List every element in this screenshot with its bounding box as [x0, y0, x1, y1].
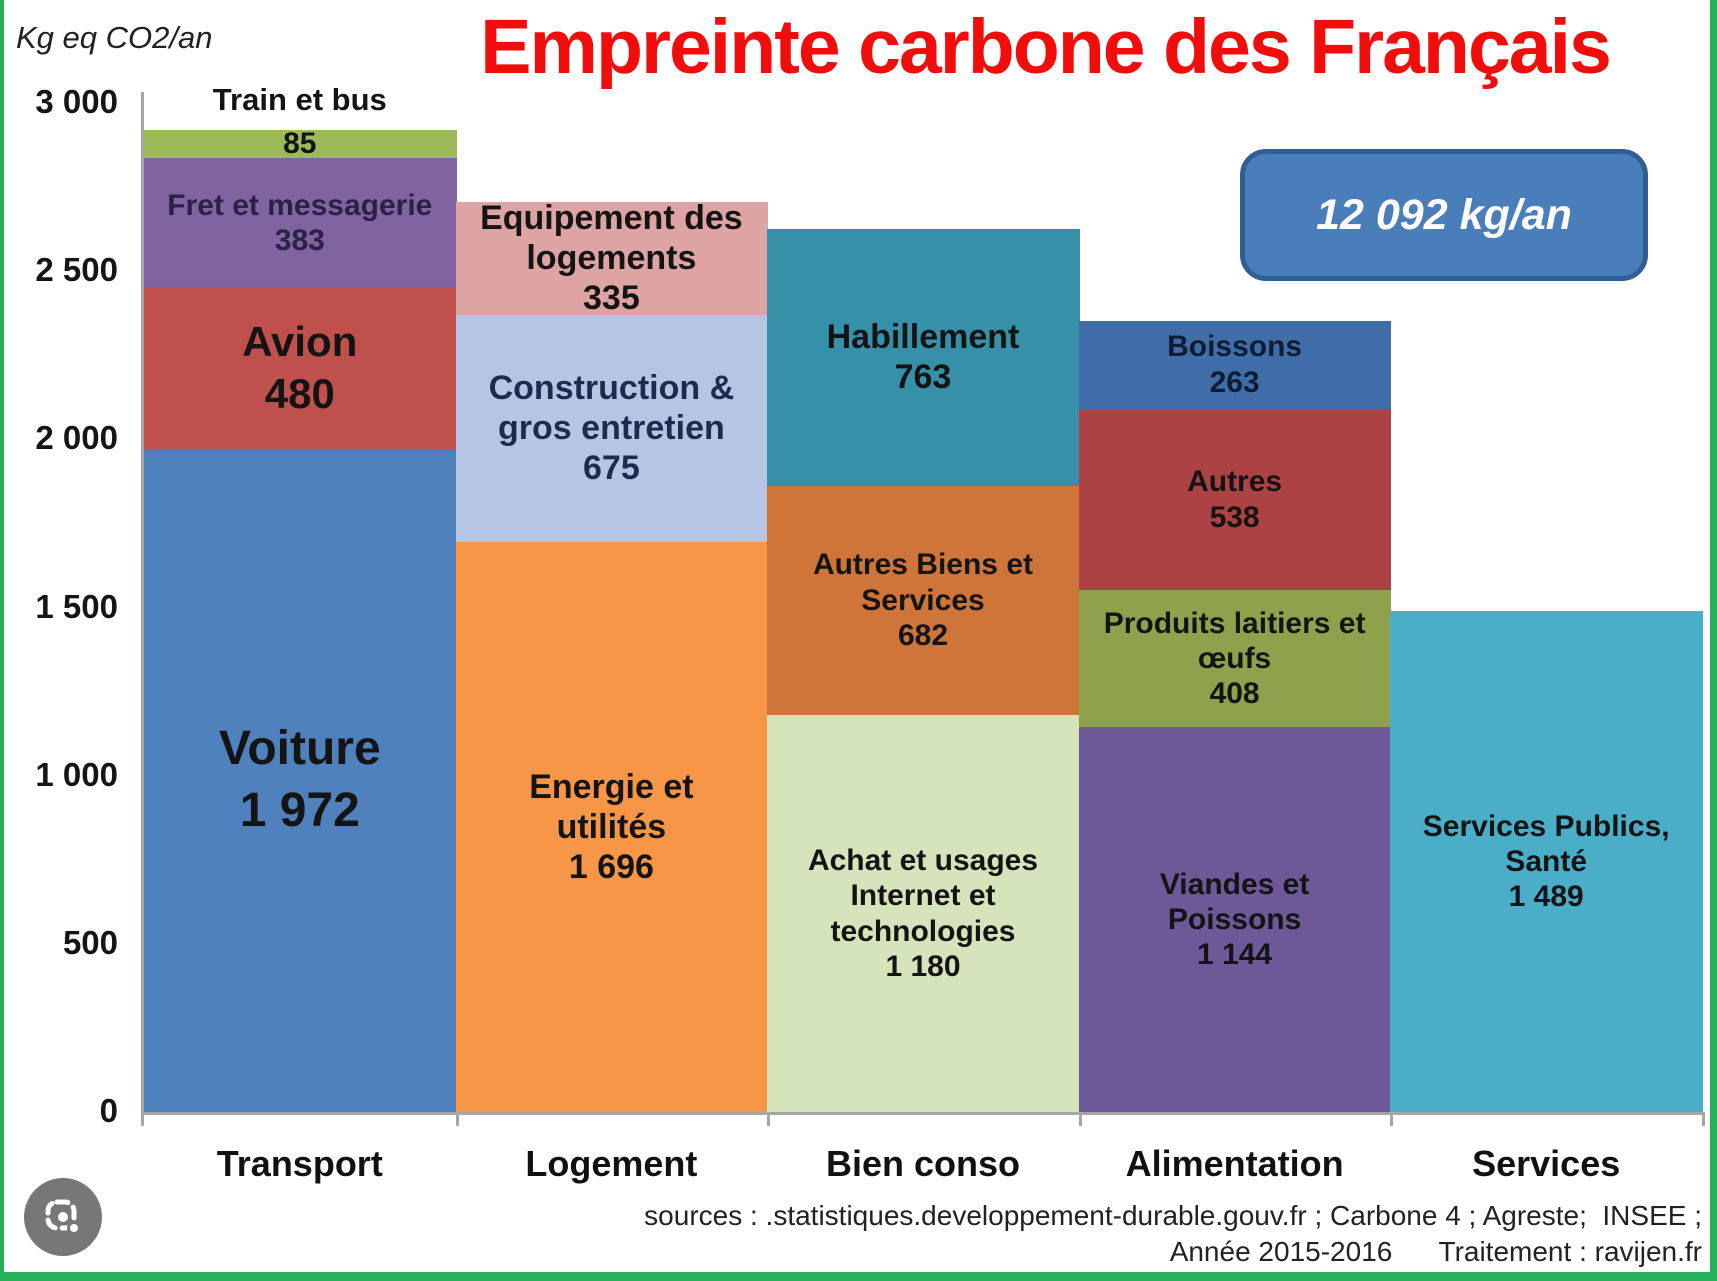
segment-label: Construction & gros entretien 675	[488, 368, 735, 488]
segment-label: Habillement 763	[826, 318, 1020, 397]
segment-label: Produits laitiers et œufs 408	[1103, 606, 1366, 711]
y-axis-unit-label: Kg eq CO2/an	[16, 20, 213, 55]
bar-segment	[1078, 590, 1392, 728]
bar-segment	[1078, 320, 1392, 410]
google-lens-camera-icon	[41, 1195, 85, 1239]
segment-label: Boissons 263	[1167, 330, 1303, 399]
segment-value: 85	[283, 127, 317, 161]
segment-label: Services Publics, Santé 1 489	[1422, 809, 1670, 914]
frame-border-right	[1710, 0, 1717, 1281]
source-year-line: Année 2015-2016 Traitement : ravijen.fr	[1169, 1236, 1702, 1267]
segment-label: Fret et messagerie 383	[167, 188, 433, 257]
y-axis-line	[141, 92, 144, 1114]
category-label-bien-conso: Bien conso	[825, 1143, 1020, 1184]
x-axis-tick	[1078, 1112, 1082, 1126]
bar-segment	[144, 158, 457, 288]
total-badge-value: 12 092 kg/an	[1316, 190, 1572, 239]
x-axis-tick	[1702, 1112, 1705, 1126]
bar-segment	[144, 448, 457, 1112]
bar-segment	[767, 229, 1080, 486]
page-title: Empreinte carbone des Français	[480, 4, 1612, 90]
y-tick-label: 3 000	[35, 83, 118, 120]
segment-label: Equipement des logements 335	[480, 199, 743, 318]
category-label-logement: Logement	[525, 1143, 698, 1184]
y-tick-label: 2 500	[35, 251, 118, 289]
frame-border-bottom	[0, 1272, 1717, 1281]
x-axis-tick	[455, 1112, 459, 1126]
bar-segment	[1078, 409, 1392, 590]
y-tick-label: 2 000	[35, 419, 118, 457]
x-axis-line	[141, 1112, 1705, 1115]
y-tick-label: 1 000	[35, 755, 118, 793]
x-axis-tick	[767, 1112, 771, 1126]
segment-label: Train et bus	[212, 81, 387, 117]
bar-segment	[455, 314, 769, 542]
segment-label: Achat et usages Internet et technologies 1 …	[807, 843, 1039, 983]
segment-label: Autres Biens et Services 682	[812, 548, 1034, 653]
x-axis-tick	[1390, 1112, 1394, 1126]
category-label-services: Services	[1472, 1143, 1621, 1184]
bar-segment	[144, 287, 457, 449]
google-lens-button[interactable]	[24, 1178, 102, 1256]
segment-label: Energie et utilités 1 696	[529, 767, 694, 886]
x-axis-tick	[141, 1112, 144, 1126]
y-tick-label: 1 500	[35, 587, 118, 625]
y-tick-label: 500	[62, 923, 118, 961]
y-tick-label: 0	[99, 1092, 118, 1129]
source-credit-line: sources : .statistiques.developpement-du…	[644, 1200, 1702, 1231]
bar-segment	[1390, 611, 1703, 1112]
bar-segment	[455, 541, 769, 1112]
bar-segment	[455, 201, 769, 315]
segment-label: Viandes et Poissons 1 144	[1159, 867, 1310, 972]
bar-segment	[767, 485, 1080, 716]
segment-label: Autres 538	[1187, 465, 1283, 534]
total-badge: 12 092 kg/an	[1240, 149, 1648, 281]
bar-segment	[1078, 727, 1392, 1112]
bar-segment	[144, 129, 457, 159]
category-label-transport: Transport	[216, 1143, 383, 1184]
bar-segment	[767, 715, 1080, 1112]
segment-label: Avion 480	[242, 317, 358, 418]
frame-border-left	[0, 0, 4, 1281]
segment-label: Voiture 1 972	[218, 721, 381, 838]
category-label-alimentation: Alimentation	[1125, 1143, 1344, 1184]
